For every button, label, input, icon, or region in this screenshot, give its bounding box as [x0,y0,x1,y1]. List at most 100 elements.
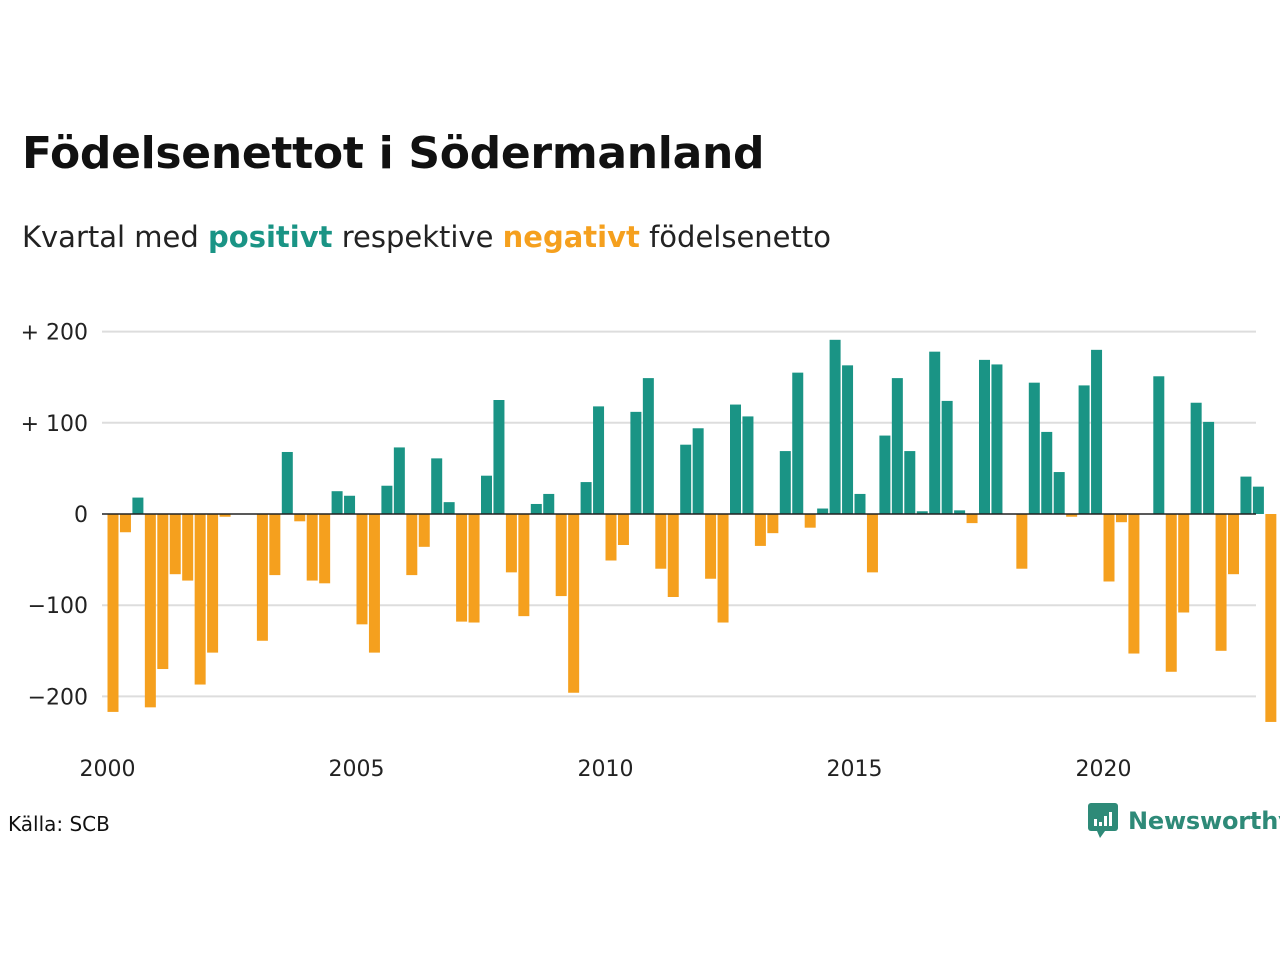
bar [630,411,642,514]
bar [593,406,605,514]
y-tick-label: + 100 [21,412,88,437]
bar [929,351,941,514]
bar [1041,431,1053,514]
x-tick-label: 2015 [827,757,883,782]
bar [655,514,667,569]
bar [269,514,281,576]
bar [331,491,343,514]
bar [866,514,878,573]
newsworthy-logo-icon [1088,803,1118,838]
bar [680,444,692,514]
y-tick-label: + 200 [21,321,88,346]
bar [1153,376,1165,514]
bar [344,495,356,514]
bar [754,514,766,546]
subtitle-positive: positivt [208,220,333,254]
bar [431,458,443,514]
bar [792,372,804,514]
bar [642,378,654,514]
bar [891,378,903,514]
bar [742,416,754,514]
source-label: Källa: SCB [8,812,110,836]
bar [1178,514,1190,613]
bar [182,514,194,581]
y-axis: + 200 + 100 0 −100 −200 [21,321,88,711]
bar [207,514,219,653]
bar [1128,514,1140,654]
y-tick-label: −100 [28,594,88,619]
x-tick-label: 2005 [329,757,385,782]
x-tick-label: 2010 [578,757,634,782]
bar [1115,514,1127,523]
bar [157,514,169,670]
bar [916,511,928,514]
bar [804,514,816,528]
bar [767,514,779,534]
bar [219,514,231,517]
subtitle-middle: respektive [332,220,503,254]
subtitle-prefix: Kvartal med [22,220,209,254]
x-tick-label: 2020 [1076,757,1132,782]
newsworthy-logo[interactable]: Newsworthy [1088,803,1280,839]
chart-title: Födelsenettot i Södermanland [22,128,765,179]
bar [119,514,131,533]
bar [692,428,704,514]
bar [1240,476,1252,514]
x-tick-label: 2000 [80,757,136,782]
bar [555,514,567,597]
bar [481,475,492,514]
bar [580,482,592,514]
bar [979,359,990,514]
y-tick-label: −200 [28,685,88,710]
bar [418,514,430,547]
bar [1165,514,1177,672]
bar [1078,385,1090,514]
bar [132,497,144,514]
bar [954,510,966,514]
bar [1066,514,1078,517]
bar [705,514,717,579]
bar [879,435,891,514]
bar [817,508,829,514]
bar [281,451,293,514]
subtitle-suffix: födelsenetto [639,220,831,254]
bar [1215,514,1227,651]
bar-chart: + 200 + 100 0 −100 −200 2000 2005 2010 2015 2020 [21,321,1277,782]
bar [717,514,729,623]
bar [568,514,580,693]
bar [306,514,318,581]
bar [941,400,953,514]
bar [842,365,854,514]
bar [854,493,866,514]
bar [1228,514,1239,575]
bar [730,404,741,514]
bar [667,514,679,597]
bar [1028,382,1040,514]
bar [107,514,119,712]
bar [829,339,841,514]
bar [1016,514,1028,569]
x-axis: 2000 2005 2010 2015 2020 [80,757,1132,782]
bar [406,514,418,576]
logo-text: Newsworthy [1128,807,1280,835]
bars [107,339,1277,722]
bar [966,514,978,524]
bar [256,514,268,641]
bar [1203,421,1215,514]
bar [319,514,331,584]
bar [1103,514,1115,582]
bar [1190,402,1202,514]
bar [991,364,1003,514]
bar [1053,472,1065,514]
bar [1265,514,1277,722]
bar [617,514,629,546]
bar [381,485,393,514]
bar [443,502,455,514]
gridlines [102,330,1256,698]
bar [1252,486,1264,514]
bar [1091,349,1103,514]
bar [356,514,368,625]
bar [543,493,555,514]
bar [518,514,530,617]
bar [468,514,480,623]
